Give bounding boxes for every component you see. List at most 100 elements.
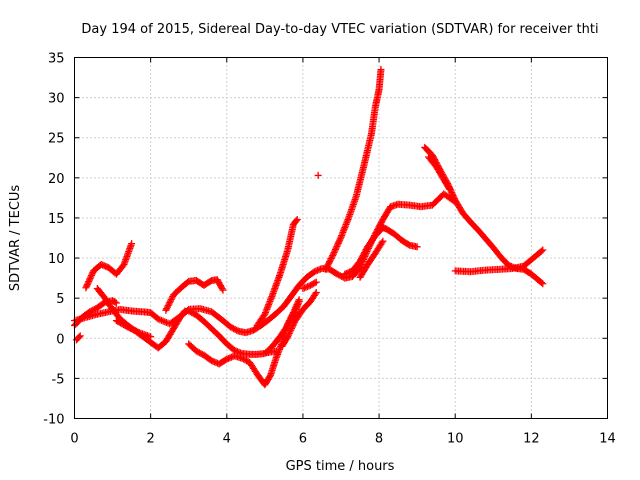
data-point — [293, 216, 301, 224]
data-point — [218, 285, 226, 293]
data-point — [194, 348, 202, 356]
data-series — [263, 347, 280, 357]
data-series — [356, 237, 387, 281]
x-tick-label: 2 — [147, 432, 155, 447]
data-point — [228, 324, 236, 332]
x-tick-label: 6 — [299, 432, 307, 447]
data-point — [322, 265, 330, 273]
data-point — [168, 294, 176, 302]
data-point — [538, 279, 546, 287]
axis-ticks: 0 2 4 6 8 10 12 14 -10 -5 0 5 10 15 20 25 30 35 — [43, 52, 616, 447]
data-point — [335, 271, 343, 279]
data-point — [165, 300, 173, 308]
data-point — [331, 245, 339, 253]
data-point — [180, 308, 188, 316]
y-tick-label: 30 — [48, 92, 65, 107]
data-point — [82, 284, 90, 292]
y-tick-label: -5 — [52, 372, 65, 387]
x-tick-label: 0 — [70, 432, 78, 447]
data-point — [76, 332, 84, 340]
data-point — [87, 271, 95, 279]
data-point — [189, 309, 197, 317]
grid-lines — [74, 57, 608, 419]
data-point — [334, 239, 342, 247]
data-point — [326, 256, 334, 264]
data-point — [286, 315, 294, 323]
data-point — [377, 66, 385, 74]
data-point — [287, 326, 295, 334]
x-tick-label: 12 — [523, 432, 540, 447]
data-point — [166, 297, 174, 305]
data-series — [253, 216, 301, 329]
data-point — [329, 252, 337, 260]
data-point — [161, 318, 169, 326]
data-point — [311, 279, 319, 287]
y-tick-label: 25 — [48, 132, 65, 147]
data-point — [85, 276, 93, 284]
data-series — [425, 153, 454, 193]
data-point — [293, 301, 301, 309]
data-point — [333, 242, 341, 250]
data-point — [291, 305, 299, 313]
data-point — [90, 305, 98, 313]
data-point — [284, 320, 292, 328]
data-point — [111, 298, 119, 306]
data-point — [156, 316, 164, 324]
data-point — [312, 289, 320, 297]
x-tick-label: 10 — [447, 432, 464, 447]
data-point — [336, 236, 344, 244]
data-point — [327, 255, 335, 263]
data-marks — [71, 66, 547, 389]
data-point — [86, 308, 94, 316]
data-point — [330, 249, 338, 257]
data-point — [233, 326, 241, 334]
y-axis-label: SDTVAR / TECUs — [8, 185, 23, 292]
data-point — [292, 304, 300, 312]
chart-title: Day 194 of 2015, Sidereal Day-to-day VTE… — [81, 22, 598, 37]
data-point — [287, 313, 295, 321]
data-point — [445, 184, 453, 192]
data-point — [167, 296, 175, 304]
data-point — [292, 302, 300, 310]
x-axis-label: GPS time / hours — [286, 459, 395, 474]
data-point — [292, 217, 300, 225]
data-point — [134, 328, 142, 336]
data-series — [82, 240, 136, 292]
data-point — [75, 333, 83, 341]
data-point — [449, 192, 457, 200]
data-point — [154, 315, 162, 323]
data-point — [311, 290, 319, 298]
data-point — [87, 273, 95, 281]
data-point — [185, 307, 193, 315]
data-point — [294, 299, 302, 307]
data-point — [329, 250, 337, 258]
data-point — [336, 235, 344, 243]
data-point — [446, 185, 454, 193]
y-tick-label: 35 — [48, 52, 65, 67]
data-point — [288, 312, 296, 320]
data-point — [379, 237, 387, 245]
data-point — [260, 312, 268, 320]
data-point — [195, 349, 203, 357]
data-point — [159, 317, 167, 325]
data-series — [185, 296, 303, 389]
data-point — [188, 309, 196, 317]
data-point — [192, 347, 200, 355]
data-point — [87, 307, 95, 315]
y-tick-label: 0 — [56, 332, 64, 347]
data-point — [323, 264, 331, 272]
data-point — [289, 310, 297, 318]
data-point — [83, 282, 91, 290]
x-tick-label: 14 — [599, 432, 616, 447]
data-point — [219, 286, 227, 294]
y-tick-label: 5 — [56, 292, 64, 307]
x-tick-label: 8 — [375, 432, 383, 447]
data-point — [166, 299, 174, 307]
data-point — [285, 317, 293, 325]
data-point — [288, 325, 296, 333]
data-point — [326, 258, 334, 266]
data-point — [197, 350, 205, 358]
data-point — [413, 243, 421, 251]
data-point — [314, 171, 322, 179]
data-point — [240, 355, 248, 363]
